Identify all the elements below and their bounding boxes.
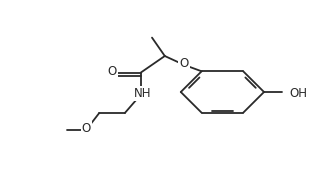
Text: OH: OH <box>289 87 307 100</box>
Text: O: O <box>82 122 91 135</box>
Text: O: O <box>108 65 116 78</box>
Text: O: O <box>180 57 188 70</box>
Text: NH: NH <box>134 87 151 100</box>
